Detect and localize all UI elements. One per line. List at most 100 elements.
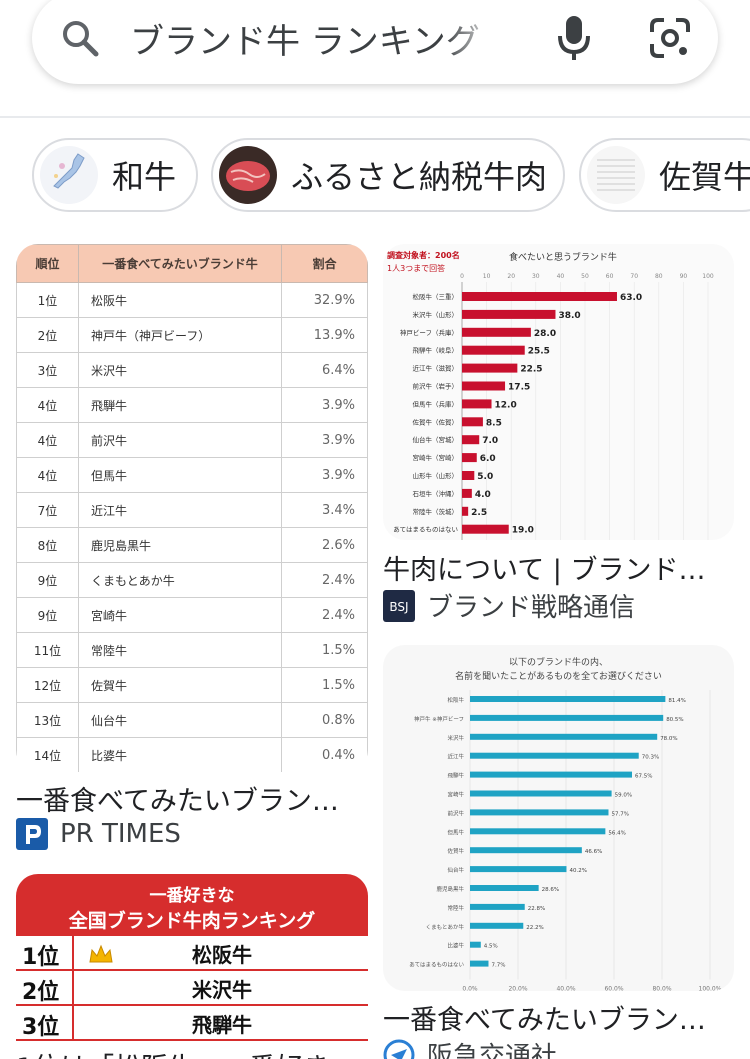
brand-cell: 鹿児島黒牛 bbox=[78, 527, 282, 563]
data-label: 56.4% bbox=[608, 830, 625, 836]
bar bbox=[470, 885, 539, 891]
data-label: 57.7% bbox=[611, 811, 628, 817]
search-icon[interactable] bbox=[60, 18, 100, 58]
bar bbox=[470, 733, 658, 740]
result-image-red-chart[interactable]: 調査対象者：200名 1人3つまで回答 食べたいと思うブランド牛 0 10 20 30… bbox=[383, 244, 734, 540]
table-row: 11位 常陸牛 1.5% bbox=[16, 632, 368, 668]
favorite-row: 3位 飛騨牛 bbox=[16, 1006, 368, 1041]
source-name: ブランド戦略通信 bbox=[427, 593, 636, 623]
data-label: 6.0 bbox=[480, 454, 496, 464]
data-label: 28.6% bbox=[542, 887, 559, 893]
search-bar[interactable]: ブランド牛 ランキング bbox=[32, 0, 718, 84]
brand-cell: 比婆牛 bbox=[78, 737, 282, 772]
bar bbox=[470, 866, 567, 873]
rank-cell: 1位 bbox=[16, 282, 79, 318]
table-header: 割合 bbox=[281, 244, 368, 283]
result-source[interactable]: 阪急交通社 bbox=[383, 1036, 557, 1059]
data-label: 7.0 bbox=[482, 436, 498, 446]
data-label: 7.7% bbox=[491, 963, 505, 969]
result-title[interactable]: 一番食べてみたいブラン… bbox=[16, 786, 339, 817]
category-label: 松阪牛（三重） bbox=[413, 292, 459, 301]
bar bbox=[462, 327, 531, 337]
row-divider bbox=[72, 971, 74, 1006]
table-row: 2位 神戸牛（神戸ビーフ） 13.9% bbox=[16, 317, 368, 353]
table-header: 順位 bbox=[16, 244, 79, 283]
heading-line: 一番好きな bbox=[149, 886, 235, 906]
data-label: 67.5% bbox=[635, 774, 652, 780]
bar bbox=[470, 941, 481, 948]
data-label: 38.0 bbox=[558, 311, 580, 321]
result-title[interactable]: 1位は「松阪牛」一番好き… bbox=[16, 1046, 368, 1059]
category-label: 神戸ビーフ（兵庫） bbox=[400, 328, 458, 337]
share-cell: 3.9% bbox=[281, 422, 368, 458]
share-cell: 3.9% bbox=[281, 457, 368, 493]
chart-note: 1人3つまで回答 bbox=[387, 264, 446, 273]
data-label: 81.4% bbox=[668, 698, 685, 704]
google-lens-icon[interactable] bbox=[648, 16, 692, 60]
source-name: PR TIMES bbox=[60, 819, 181, 849]
brand-cell: 米沢牛 bbox=[78, 352, 282, 388]
rank-cell: 2位 bbox=[16, 317, 79, 353]
header-divider bbox=[0, 116, 750, 118]
search-input[interactable]: ブランド牛 ランキング bbox=[130, 22, 480, 62]
chip-saga-beef[interactable]: 佐賀牛 bbox=[579, 138, 750, 212]
bar bbox=[470, 960, 489, 967]
share-cell: 2.4% bbox=[281, 562, 368, 598]
result-source[interactable]: BSJ ブランド戦略通信 bbox=[383, 587, 635, 624]
category-label: 米沢牛（山形） bbox=[413, 310, 459, 319]
x-tick-label: 70 bbox=[630, 273, 638, 280]
bar bbox=[462, 506, 469, 516]
category-label: あてはまるものはない bbox=[409, 962, 464, 969]
data-label: 8.5 bbox=[486, 418, 502, 428]
x-tick-label: 0 bbox=[460, 273, 464, 280]
result-image-ranking-table[interactable]: 順位 一番食べてみたいブランド牛 割合 1位 松阪牛 32.9% 2位 神戸牛（神戸ビー… bbox=[16, 244, 368, 772]
data-label: 12.0 bbox=[495, 400, 517, 410]
chip-furusato-beef[interactable]: ふるさと納税牛肉 bbox=[211, 138, 565, 212]
favorite-rank: 3位 bbox=[22, 1015, 60, 1040]
rank-cell: 8位 bbox=[16, 527, 79, 563]
chip-wagyu[interactable]: 和牛 bbox=[32, 138, 198, 212]
data-label: 22.5 bbox=[520, 365, 542, 375]
x-tick-label: 20 bbox=[507, 273, 515, 280]
category-label: 飛騨牛 bbox=[447, 772, 464, 780]
rank-cell: 7位 bbox=[16, 492, 79, 528]
result-title[interactable]: 牛肉について | ブランド… bbox=[383, 555, 706, 586]
bar bbox=[470, 903, 525, 910]
result-title[interactable]: 一番食べてみたいブラン… bbox=[383, 1005, 706, 1036]
table-row: 12位 佐賀牛 1.5% bbox=[16, 667, 368, 703]
data-label: 5.0 bbox=[477, 472, 493, 482]
brand-cell: 前沢牛 bbox=[78, 422, 282, 458]
category-label: 但馬牛 bbox=[447, 828, 464, 836]
hankyu-logo-icon bbox=[383, 1039, 415, 1059]
rank-cell: 14位 bbox=[16, 737, 79, 772]
favorite-row: 1位 松阪牛 bbox=[16, 936, 368, 971]
search-header: ブランド牛 ランキング bbox=[0, 0, 750, 118]
table-row: 14位 比婆牛 0.4% bbox=[16, 737, 368, 772]
data-label: 22.2% bbox=[526, 925, 543, 931]
data-label: 22.8% bbox=[528, 906, 545, 912]
table-thumbnail bbox=[587, 146, 645, 204]
category-label: 仙台牛 bbox=[447, 866, 464, 874]
chip-label: 和牛 bbox=[112, 158, 177, 196]
crown-icon bbox=[89, 944, 113, 963]
bar bbox=[462, 309, 556, 319]
table-row: 7位 近江牛 3.4% bbox=[16, 492, 368, 528]
favorite-name: 米沢牛 bbox=[192, 978, 252, 1002]
table-row: 13位 仙台牛 0.8% bbox=[16, 702, 368, 738]
brand-cell: 宮崎牛 bbox=[78, 597, 282, 633]
data-label: 4.5% bbox=[484, 944, 498, 950]
table-row: 4位 但馬牛 3.9% bbox=[16, 457, 368, 493]
share-cell: 32.9% bbox=[281, 282, 368, 318]
rank-cell: 4位 bbox=[16, 422, 79, 458]
result-image-blue-chart[interactable]: 以下のブランド牛の内、 名前を聞いたことがあるものを全てお選びください 0.0%… bbox=[383, 645, 734, 991]
result-image-favorite-ranking[interactable]: 一番好きな 全国ブランド牛肉ランキング 1位 松阪牛 2位 米沢牛 3位 飛騨牛 bbox=[16, 874, 368, 1044]
rank-cell: 4位 bbox=[16, 387, 79, 423]
mic-icon[interactable] bbox=[554, 14, 594, 62]
suggestion-chips: 和牛 ふるさと納税牛肉 佐賀牛 bbox=[0, 138, 750, 214]
category-label: 比婆牛 bbox=[447, 942, 464, 950]
favorite-rank: 1位 bbox=[22, 945, 60, 970]
result-source[interactable]: PR TIMES bbox=[16, 818, 181, 850]
table-row: 1位 松阪牛 32.9% bbox=[16, 282, 368, 318]
x-tick-label: 80.0% bbox=[652, 986, 671, 992]
data-label: 59.0% bbox=[615, 793, 632, 799]
